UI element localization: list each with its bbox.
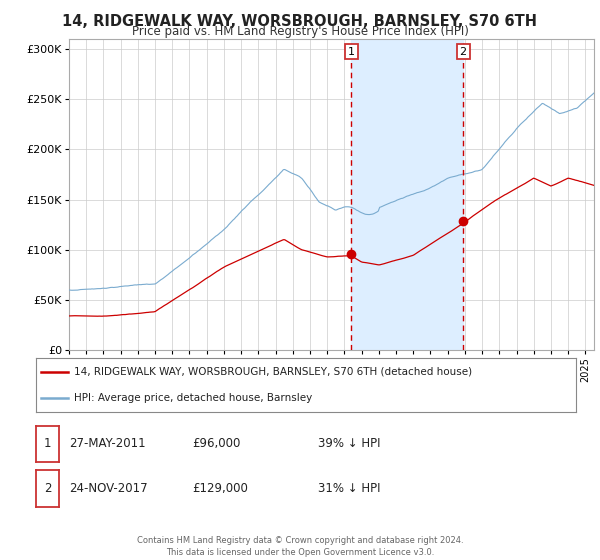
Text: £129,000: £129,000 bbox=[192, 482, 248, 495]
Text: £96,000: £96,000 bbox=[192, 437, 241, 450]
Text: Price paid vs. HM Land Registry's House Price Index (HPI): Price paid vs. HM Land Registry's House … bbox=[131, 25, 469, 38]
Text: 14, RIDGEWALK WAY, WORSBROUGH, BARNSLEY, S70 6TH: 14, RIDGEWALK WAY, WORSBROUGH, BARNSLEY,… bbox=[62, 14, 538, 29]
Text: 1: 1 bbox=[348, 46, 355, 57]
Text: 1: 1 bbox=[44, 437, 51, 450]
Bar bbox=[352, 39, 463, 350]
Text: 14, RIDGEWALK WAY, WORSBROUGH, BARNSLEY, S70 6TH (detached house): 14, RIDGEWALK WAY, WORSBROUGH, BARNSLEY,… bbox=[74, 367, 472, 377]
Text: 39% ↓ HPI: 39% ↓ HPI bbox=[318, 437, 380, 450]
Text: 27-MAY-2011: 27-MAY-2011 bbox=[69, 437, 146, 450]
Text: 31% ↓ HPI: 31% ↓ HPI bbox=[318, 482, 380, 495]
Text: 24-NOV-2017: 24-NOV-2017 bbox=[69, 482, 148, 495]
Text: Contains HM Land Registry data © Crown copyright and database right 2024.
This d: Contains HM Land Registry data © Crown c… bbox=[137, 536, 463, 557]
Text: 2: 2 bbox=[460, 46, 467, 57]
Text: HPI: Average price, detached house, Barnsley: HPI: Average price, detached house, Barn… bbox=[74, 393, 312, 403]
Text: 2: 2 bbox=[44, 482, 51, 495]
